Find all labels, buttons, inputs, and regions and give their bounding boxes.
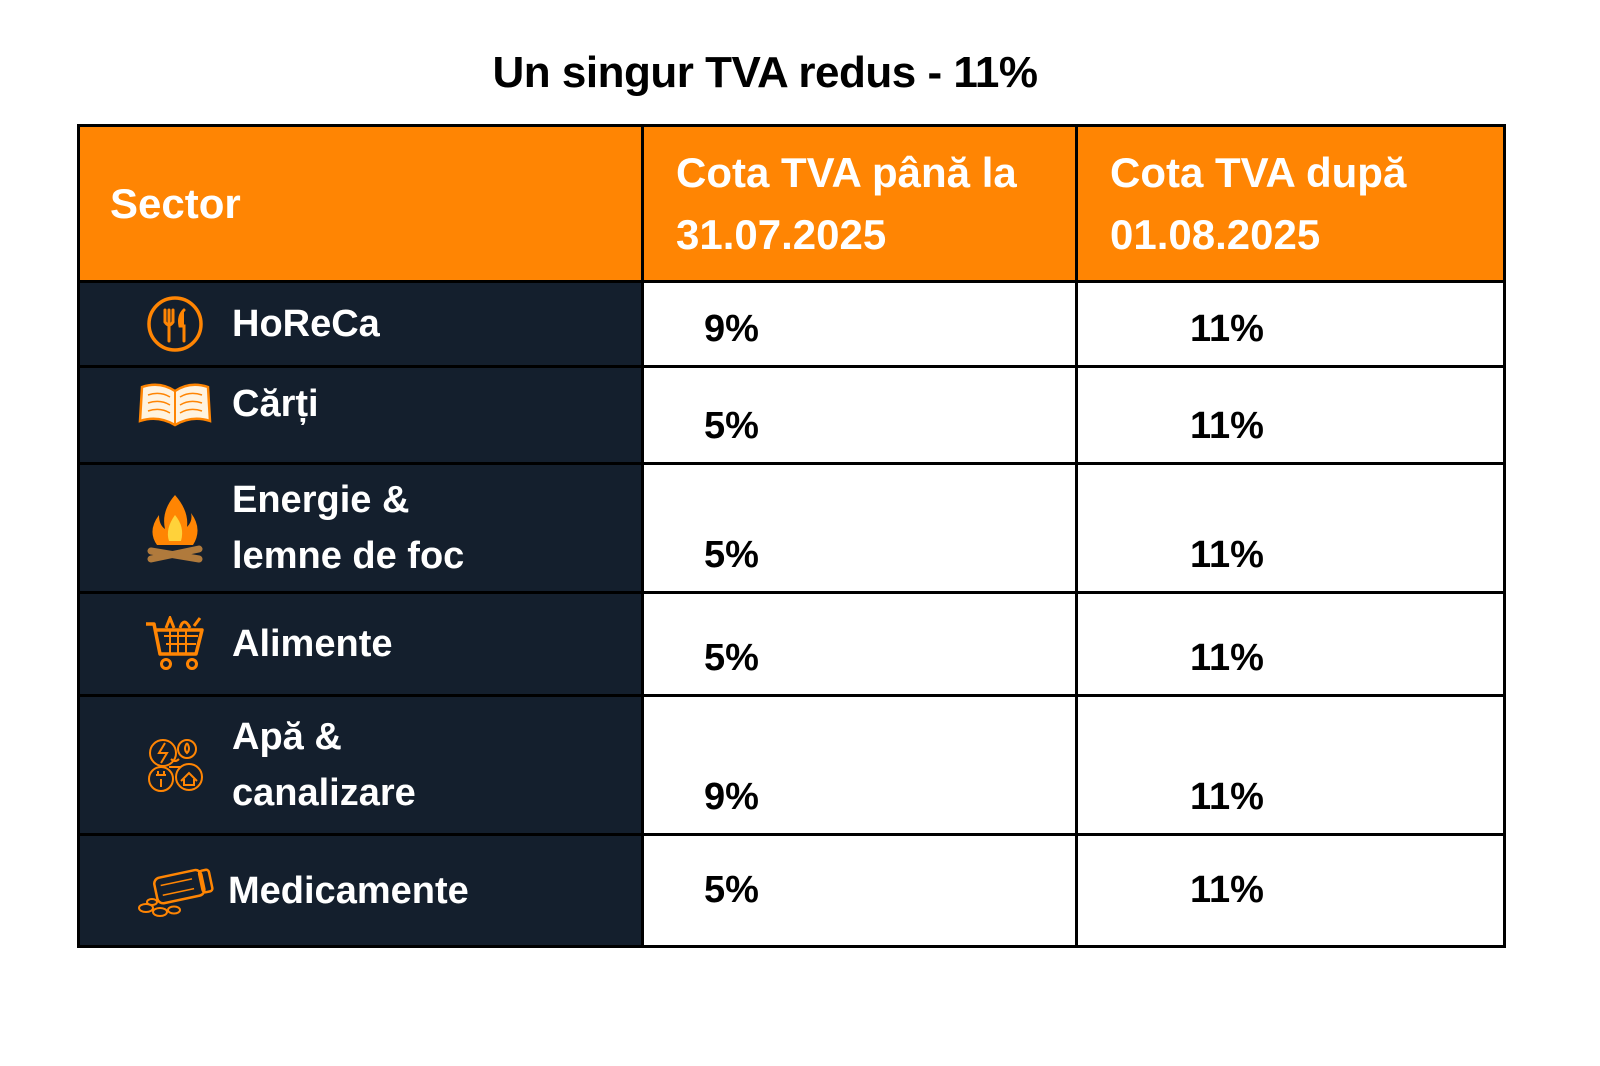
sector-cell: Energie & lemne de foc: [77, 462, 644, 594]
rate-before: 9%: [641, 694, 1078, 836]
rate-before: 5%: [641, 462, 1078, 594]
sector-label: Alimente: [232, 623, 393, 665]
open-book-icon: [136, 379, 214, 429]
pill-bottle-icon: [136, 864, 220, 918]
sector-cell: Alimente: [77, 591, 644, 697]
table-row: Apă & canalizare 9% 11%: [77, 694, 1506, 836]
header-sector: Sector: [77, 124, 644, 283]
rate-after: 11%: [1075, 462, 1506, 594]
sector-cell: Medicamente: [77, 833, 644, 948]
rate-before: 9%: [641, 280, 1078, 368]
table-row: Medicamente 5% 11%: [77, 833, 1506, 948]
sector-cell: Cărți: [77, 365, 644, 465]
sector-label: Cărți: [232, 383, 319, 425]
campfire-icon: [136, 493, 214, 563]
table-row: HoReCa 9% 11%: [77, 280, 1506, 368]
sector-cell: HoReCa: [77, 280, 644, 368]
rate-after: 11%: [1075, 694, 1506, 836]
table-row: Cărți 5% 11%: [77, 365, 1506, 465]
table-row: Alimente 5% 11%: [77, 591, 1506, 697]
vat-table: Sector Cota TVA până la 31.07.2025 Cota …: [77, 124, 1506, 948]
table-row: Energie & lemne de foc 5% 11%: [77, 462, 1506, 594]
rate-after: 11%: [1075, 591, 1506, 697]
restaurant-icon: [136, 295, 214, 353]
rate-after: 11%: [1075, 365, 1506, 465]
table-header-row: Sector Cota TVA până la 31.07.2025 Cota …: [77, 124, 1506, 283]
rate-after: 11%: [1075, 280, 1506, 368]
rate-after: 11%: [1075, 833, 1506, 948]
header-before: Cota TVA până la 31.07.2025: [641, 124, 1078, 283]
sector-label: Energie & lemne de foc: [232, 479, 465, 577]
utilities-icon: [136, 735, 214, 795]
shopping-cart-icon: [136, 616, 214, 672]
rate-before: 5%: [641, 591, 1078, 697]
sector-label: Apă & canalizare: [232, 716, 416, 814]
sector-label: HoReCa: [232, 303, 380, 345]
header-after: Cota TVA după 01.08.2025: [1075, 124, 1506, 283]
sector-label: Medicamente: [228, 869, 469, 912]
rate-before: 5%: [641, 833, 1078, 948]
rate-before: 5%: [641, 365, 1078, 465]
page-title: Un singur TVA redus - 11%: [492, 48, 1038, 97]
sector-cell: Apă & canalizare: [77, 694, 644, 836]
